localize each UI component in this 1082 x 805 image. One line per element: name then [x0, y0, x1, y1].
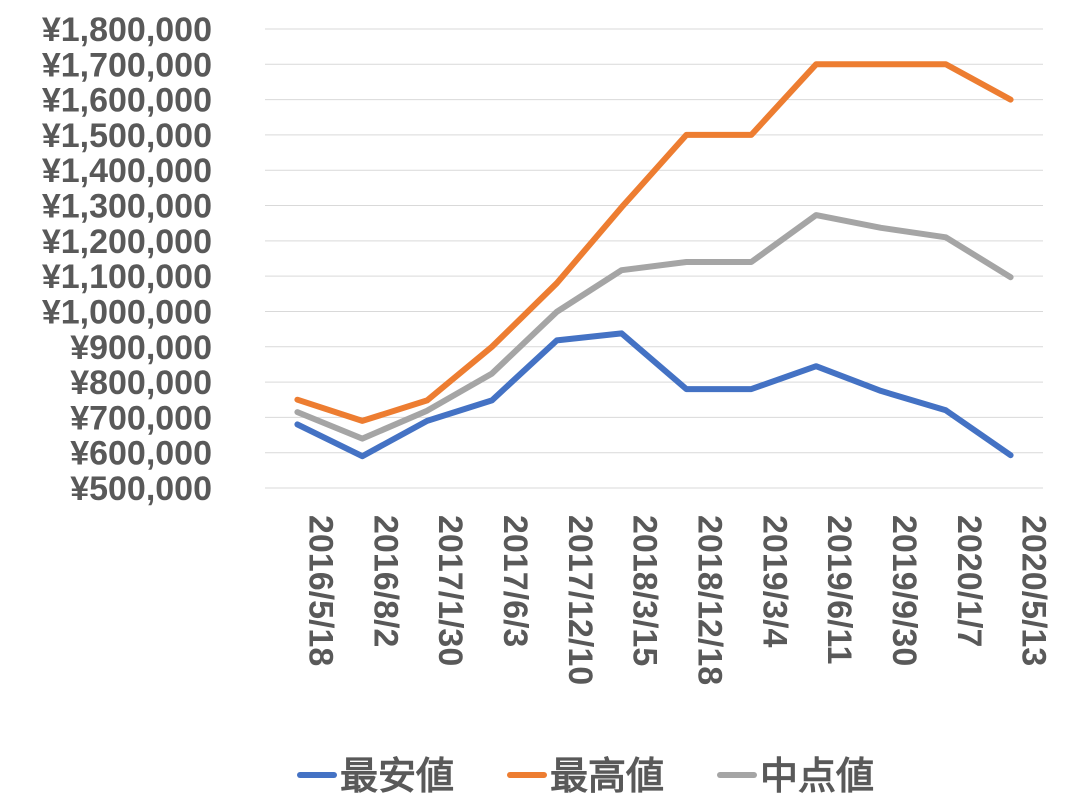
legend: 最安値 最高値 中点値 [297, 754, 874, 798]
x-tick-label: 2016/8/2 [366, 515, 404, 647]
x-axis-ticks: 2016/5/18 2016/8/2 2017/1/30 2017/6/3 2017/1… [301, 515, 1052, 685]
x-tick-label: 2019/6/11 [820, 515, 858, 664]
gridlines [265, 28, 1043, 489]
x-tick-label: 2018/12/18 [690, 515, 728, 685]
x-tick-label: 2019/3/4 [755, 515, 793, 647]
x-tick-label: 2018/3/15 [626, 515, 664, 666]
y-tick-label: ¥1,600,000 [42, 82, 212, 120]
y-axis-ticks: ¥500,000¥600,000¥700,000¥800,000¥900,000… [42, 11, 212, 508]
y-tick-label: ¥800,000 [70, 364, 212, 402]
x-tick-label: 2017/1/30 [431, 515, 469, 666]
legend-label: 最安値 [340, 754, 454, 798]
legend-label: 最高値 [550, 754, 664, 798]
y-tick-label: ¥900,000 [70, 329, 212, 367]
y-tick-label: ¥1,100,000 [42, 258, 212, 296]
x-tick-label: 2020/1/7 [950, 515, 988, 647]
x-tick-label: 2020/5/13 [1015, 515, 1053, 666]
y-tick-label: ¥700,000 [70, 399, 212, 437]
series-line [294, 212, 1014, 442]
y-tick-label: ¥1,700,000 [42, 46, 212, 84]
y-tick-label: ¥1,500,000 [42, 117, 212, 155]
x-tick-label: 2019/9/30 [885, 515, 923, 666]
series-line [294, 330, 1014, 460]
series-line [294, 61, 1014, 424]
y-tick-label: ¥1,300,000 [42, 188, 212, 226]
y-tick-label: ¥1,000,000 [42, 293, 212, 331]
y-tick-label: ¥1,800,000 [42, 11, 212, 49]
y-tick-label: ¥1,200,000 [42, 223, 212, 261]
x-tick-label: 2017/12/10 [561, 515, 599, 685]
y-tick-label: ¥500,000 [70, 470, 212, 508]
series-lines [294, 61, 1014, 460]
legend-label: 中点値 [760, 754, 874, 798]
y-tick-label: ¥600,000 [70, 435, 212, 473]
y-tick-label: ¥1,400,000 [42, 152, 212, 190]
x-tick-label: 2016/5/18 [301, 515, 339, 666]
x-tick-label: 2017/6/3 [496, 515, 534, 647]
